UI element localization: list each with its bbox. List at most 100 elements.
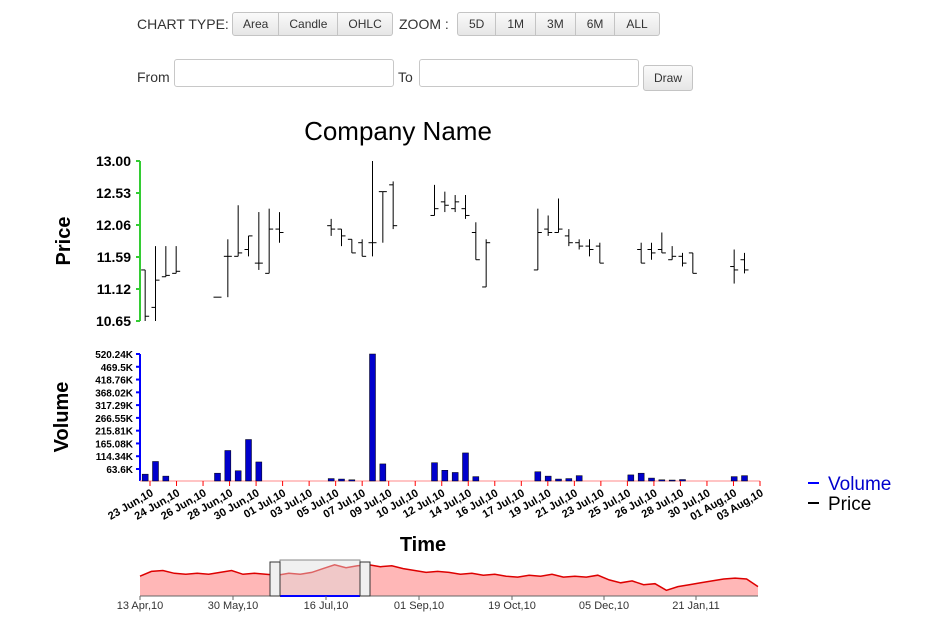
- zoom-6m-button[interactable]: 6M: [575, 12, 616, 36]
- volume-bar: [369, 353, 376, 482]
- ohlc-bar: [647, 242, 656, 260]
- volume-bar: [255, 461, 263, 482]
- volume-bar: [141, 473, 149, 482]
- legend: Volume Price: [808, 474, 891, 515]
- price-tick-label: 11.12: [97, 281, 131, 297]
- ohlc-bar: [430, 184, 439, 216]
- navigator-tick-label: 16 Jul,10: [304, 600, 349, 612]
- ohlc-bar: [347, 238, 356, 254]
- volume-bar: [472, 476, 480, 482]
- volume-tick-label: 165.08K: [95, 439, 134, 450]
- chart-type-ohlc-button[interactable]: OHLC: [338, 12, 393, 36]
- ohlc-bar: [358, 239, 367, 257]
- navigator-tick-label: 13 Apr,10: [117, 600, 164, 612]
- navigator-left-handle[interactable]: [269, 561, 281, 597]
- ohlc-bar: [585, 239, 594, 257]
- ohlc-bar: [730, 249, 739, 284]
- price-axis-title: Price: [53, 217, 75, 266]
- volume-bar: [534, 471, 542, 482]
- legend-price-label: Price: [828, 494, 871, 515]
- volume-bar: [379, 463, 387, 482]
- ohlc-bar: [451, 195, 460, 213]
- ohlc-bar: [533, 208, 542, 271]
- ohlc-bar: [482, 239, 491, 288]
- navigator-line: [139, 564, 759, 592]
- chart-title: Company Name: [304, 116, 492, 146]
- ohlc-bar: [223, 239, 232, 298]
- volume-tick-label: 63.6K: [106, 465, 133, 476]
- volume-bar: [214, 472, 221, 482]
- to-date-input[interactable]: [419, 59, 639, 87]
- ohlc-bar: [368, 161, 377, 257]
- draw-button[interactable]: Draw: [643, 65, 694, 91]
- price-tick-label: 11.59: [97, 249, 131, 265]
- ohlc-bar: [337, 228, 346, 247]
- ohlc-bar: [688, 252, 697, 274]
- navigator-tick-label: 05 Dec,10: [579, 600, 629, 612]
- ohlc-bar: [254, 212, 263, 270]
- volume-bar: [451, 472, 459, 482]
- volume-tick-label: 469.5K: [101, 363, 134, 374]
- volume-axis-title: Volume: [51, 382, 73, 453]
- ohlc-bar: [740, 252, 749, 274]
- zoom-5d-button[interactable]: 5D: [457, 12, 497, 36]
- ohlc-bar: [461, 195, 470, 219]
- navigator-tick-label: 30 May,10: [208, 600, 259, 612]
- ohlc-bar: [668, 246, 677, 261]
- price-tick-label: 13.00: [96, 153, 131, 169]
- volume-bar: [338, 478, 345, 482]
- ohlc-bar: [389, 181, 398, 230]
- chart-type-area-button[interactable]: Area: [232, 12, 280, 36]
- ohlc-bar: [657, 232, 666, 254]
- time-axis-title: Time: [400, 534, 446, 556]
- volume-bar: [565, 478, 573, 482]
- volume-bar: [741, 475, 748, 482]
- volume-bar: [234, 470, 242, 482]
- volume-bar: [668, 479, 676, 482]
- volume-bar: [637, 472, 645, 482]
- volume-tick-label: 215.81K: [95, 427, 134, 438]
- zoom-3m-button[interactable]: 3M: [536, 12, 576, 36]
- volume-tick-label: 520.24K: [95, 350, 134, 361]
- ohlc-bar: [471, 222, 480, 261]
- volume-bar: [462, 452, 469, 482]
- zoom-label: ZOOM :: [399, 16, 449, 32]
- navigator-area: [140, 564, 758, 596]
- volume-tick-label: 317.29K: [95, 401, 134, 412]
- legend-volume-label: Volume: [828, 474, 891, 495]
- from-date-input[interactable]: [174, 59, 394, 87]
- navigator-tick-label: 01 Sep,10: [394, 600, 444, 612]
- ohlc-bar: [327, 218, 336, 236]
- zoom-all-button[interactable]: ALL: [615, 12, 660, 36]
- navigator-window: [279, 559, 361, 597]
- price-tick-label: 10.65: [96, 313, 131, 329]
- chart-type-group: Area Candle OHLC: [232, 12, 393, 36]
- volume-bar: [152, 461, 159, 482]
- zoom-group: 5D 1M 3M 6M ALL: [457, 12, 660, 36]
- chart-type-candle-button[interactable]: Candle: [279, 12, 339, 36]
- volume-tick-label: 418.76K: [95, 376, 134, 387]
- volume-bar: [327, 478, 335, 482]
- volume-bar: [555, 478, 562, 482]
- ohlc-bar: [595, 242, 604, 264]
- volume-bar: [730, 476, 738, 482]
- ohlc-bar: [575, 239, 584, 250]
- volume-tick-label: 368.02K: [95, 388, 134, 399]
- legend-item-price[interactable]: Price: [808, 494, 871, 515]
- navigator-right-handle[interactable]: [359, 561, 371, 597]
- zoom-1m-button[interactable]: 1M: [496, 12, 537, 36]
- ohlc-bar: [151, 246, 160, 321]
- navigator[interactable]: 13 Apr,10 30 May,10 16 Jul,10 01 Sep,10 19 O…: [117, 559, 759, 612]
- volume-bar: [245, 439, 252, 482]
- ohlc-bar: [234, 205, 243, 257]
- ohlc-bar: [544, 215, 553, 236]
- volume-bar: [658, 479, 666, 482]
- volume-bar: [162, 475, 170, 482]
- ohlc-bar: [172, 246, 181, 274]
- to-label: To: [398, 69, 413, 85]
- price-tick-label: 12.53: [96, 185, 131, 201]
- volume-bar: [441, 470, 449, 482]
- volume-bar: [431, 462, 438, 482]
- legend-item-volume[interactable]: Volume: [808, 474, 891, 495]
